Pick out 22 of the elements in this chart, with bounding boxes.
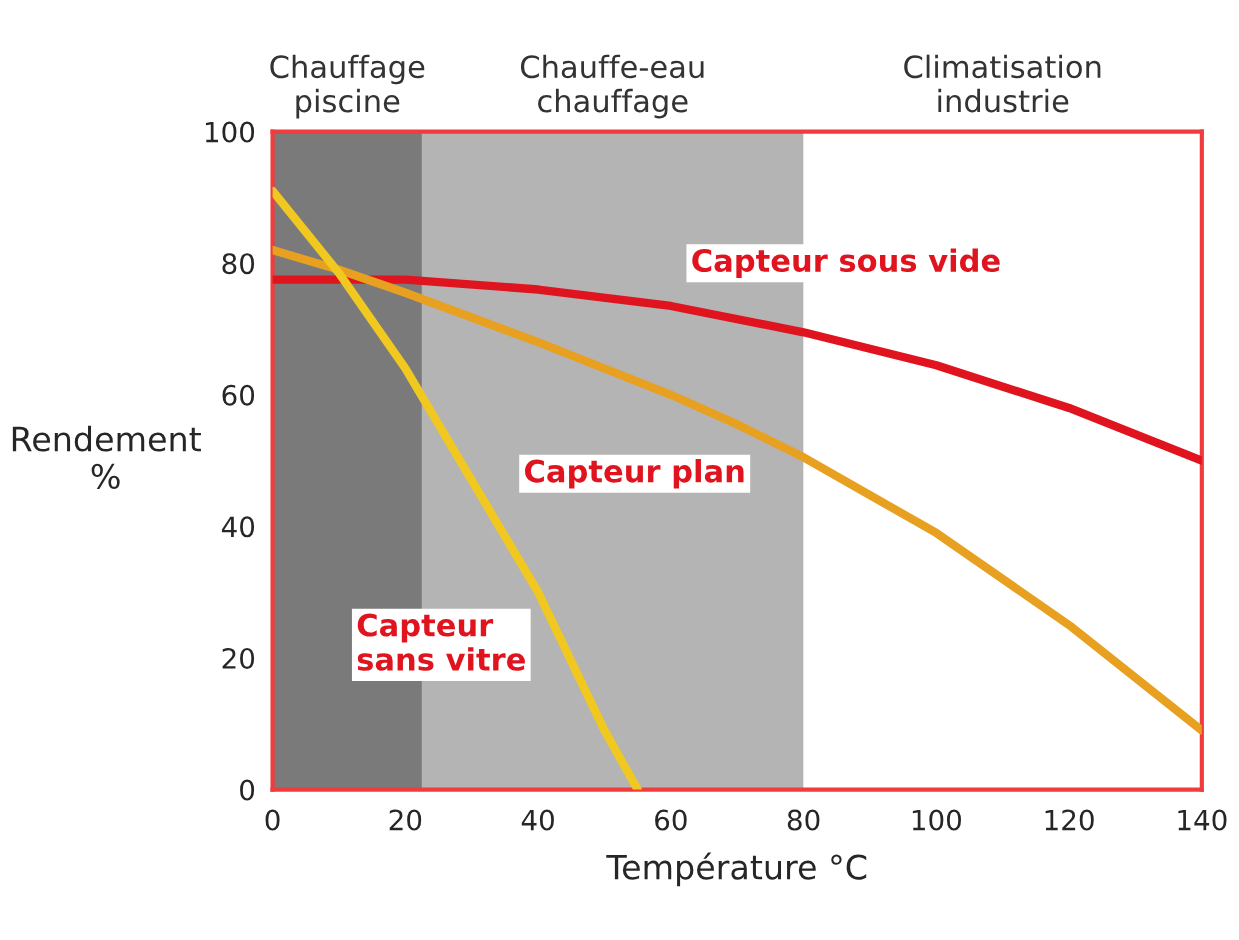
y-tick-label: 40 <box>221 516 255 538</box>
y-tick-label: 60 <box>222 384 255 406</box>
y-tick-label: 80 <box>222 253 255 275</box>
y-tick-label: 0 <box>240 779 255 801</box>
y-tick-label: 20 <box>222 647 255 669</box>
series-label: Capteur sous vide <box>692 248 1000 278</box>
band-label: Climatisation industrie <box>904 54 1101 113</box>
y-tick-label: 100 <box>205 121 255 143</box>
x-axis-title: Température °C <box>606 852 867 887</box>
x-tick-label: 0 <box>265 809 280 831</box>
x-tick-label: 20 <box>389 809 422 831</box>
x-tick-label: 60 <box>655 809 687 831</box>
y-axis-title: Rendement % <box>12 425 201 489</box>
x-tick-label: 80 <box>787 809 820 831</box>
band-label: Chauffe-eau chauffage <box>520 54 704 119</box>
x-tick-label: 40 <box>521 809 554 831</box>
series-label: Capteur plan <box>525 458 744 489</box>
x-tick-label: 120 <box>1045 809 1094 831</box>
x-tick-label: 100 <box>912 809 961 831</box>
band-label: Chauffage piscine <box>270 54 425 119</box>
series-label: Capteur sans vitre <box>357 613 525 671</box>
x-tick-label: 140 <box>1178 809 1227 831</box>
